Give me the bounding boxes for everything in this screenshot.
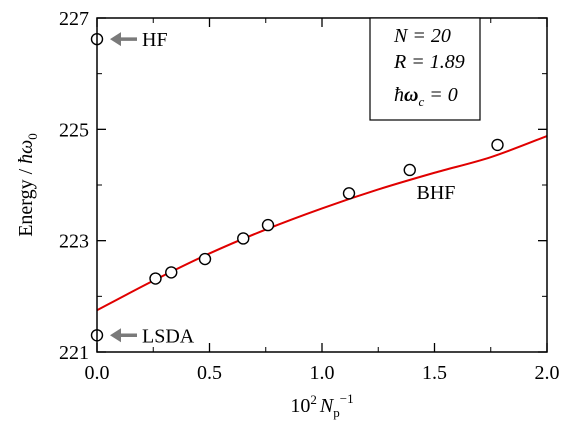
legend-box	[369, 17, 481, 121]
legend-line-omega: ħωc = 0	[394, 84, 458, 109]
x-tick-label: 1.5	[422, 362, 447, 384]
legend-line-n: N = 20	[393, 25, 451, 47]
plot-frame	[96, 17, 548, 353]
data-point	[237, 232, 250, 245]
data-point	[491, 138, 504, 152]
x-axis-label: 102 Np−1	[290, 391, 353, 420]
y-tick-label: 223	[59, 231, 89, 253]
x-axis-label-prefix: 10	[290, 395, 310, 417]
y-axis-label-omega: ω	[15, 140, 37, 154]
arrow-head-hf	[110, 32, 121, 47]
y-axis-label-sub: 0	[25, 133, 40, 140]
data-point	[342, 187, 356, 200]
x-tick-label: 2.0	[535, 362, 560, 384]
y-tick-label: 221	[59, 342, 89, 364]
legend-omega-sub: c	[418, 94, 424, 109]
data-point	[198, 252, 212, 266]
y-axis-label: Energy / ħω0	[15, 133, 40, 237]
y-tick-label: 225	[59, 119, 89, 141]
arrow-head-lsda	[110, 328, 121, 343]
data-point	[149, 272, 162, 285]
x-tick-label: 0.0	[85, 362, 110, 384]
curve-label-bhf: BHF	[417, 182, 456, 204]
x-axis-label-var-sub: p	[333, 405, 340, 420]
y-axis-label-text: Energy /	[15, 164, 37, 237]
x-tick-label: 0.5	[197, 362, 222, 384]
legend-rest: = 0	[424, 84, 458, 106]
reference-label-lsda: LSDA	[142, 325, 195, 347]
legend-omega: ω	[404, 84, 418, 106]
data-point	[403, 163, 416, 177]
x-tick-label: 1.0	[310, 362, 335, 384]
data-point	[165, 266, 178, 279]
reference-label-hf: HF	[142, 29, 168, 51]
data-points	[149, 138, 504, 285]
axis-tick-labels: 0.0 0.5 1.0 1.5 2.0 221 223 225 227	[59, 8, 560, 384]
legend-hbar: ħ	[394, 84, 404, 106]
reference-points: HF LSDA	[90, 29, 195, 347]
parameter-legend: N = 20 R = 1.89 ħωc = 0	[369, 17, 481, 121]
x-axis-label-var: N	[319, 395, 335, 417]
legend-line-r: R = 1.89	[393, 51, 465, 73]
y-axis-label-hbar: ħ	[15, 154, 37, 164]
x-axis-label-var-sup: −1	[340, 391, 354, 406]
fit-curve	[96, 135, 548, 312]
data-point	[261, 218, 275, 232]
y-tick-label: 227	[59, 8, 89, 30]
x-axis-label-prefix-sup: 2	[310, 392, 317, 407]
